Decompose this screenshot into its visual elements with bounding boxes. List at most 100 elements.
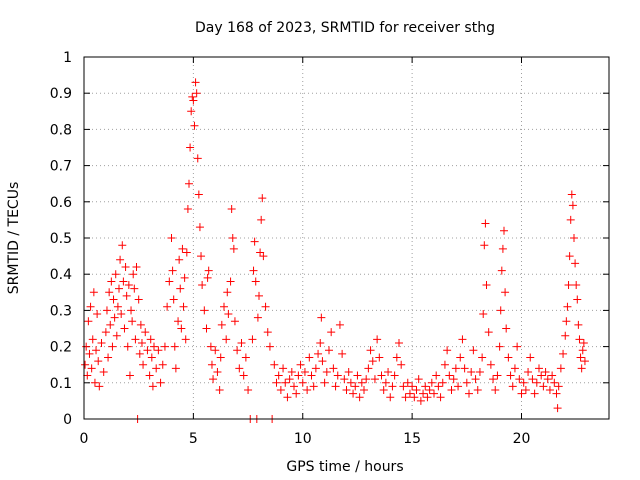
- data-point: [355, 393, 364, 402]
- data-point: [202, 324, 211, 333]
- data-point: [228, 234, 237, 242]
- data-point: [528, 375, 537, 384]
- y-tick-label: 0.2: [50, 340, 72, 356]
- data-point: [496, 306, 505, 315]
- data-point: [244, 386, 253, 395]
- data-point: [160, 342, 169, 351]
- data-point: [471, 375, 480, 384]
- data-point: [481, 219, 490, 228]
- data-point: [556, 364, 565, 373]
- data-point: [526, 353, 535, 362]
- data-point: [506, 371, 515, 380]
- data-point: [559, 349, 568, 358]
- data-point: [388, 382, 397, 391]
- data-point: [132, 262, 141, 271]
- data-point: [229, 244, 238, 253]
- data-point: [187, 107, 196, 116]
- y-tick-label: 0.6: [50, 195, 72, 211]
- x-tick-label: 15: [403, 431, 421, 447]
- data-point: [294, 371, 303, 380]
- data-point: [224, 310, 233, 319]
- data-point: [403, 378, 412, 387]
- data-point: [89, 288, 98, 297]
- x-tick-label: 0: [80, 431, 89, 447]
- data-point: [576, 353, 585, 362]
- data-point: [259, 252, 268, 261]
- data-point: [178, 244, 187, 253]
- data-point: [475, 367, 484, 376]
- data-point: [322, 367, 331, 376]
- data-point: [146, 335, 155, 344]
- data-point: [135, 349, 144, 358]
- data-point: [279, 364, 288, 373]
- data-point: [436, 393, 445, 402]
- data-point: [261, 302, 270, 311]
- data-point: [227, 205, 236, 214]
- data-point: [493, 371, 502, 380]
- data-point: [430, 389, 438, 398]
- data-point: [537, 371, 546, 380]
- data-point: [220, 302, 228, 311]
- data-point: [101, 328, 110, 337]
- data-point: [179, 302, 188, 311]
- data-point: [143, 346, 152, 355]
- data-point: [513, 342, 522, 351]
- data-point: [440, 360, 449, 369]
- data-point: [563, 302, 572, 311]
- data-point: [473, 386, 482, 395]
- data-point: [423, 393, 432, 402]
- data-point: [480, 241, 489, 250]
- data-point: [449, 375, 458, 384]
- data-point: [484, 328, 493, 337]
- data-point: [517, 389, 526, 398]
- data-point: [401, 393, 410, 402]
- data-point: [564, 281, 573, 290]
- x-tick-label: 10: [294, 431, 312, 447]
- data-point: [124, 281, 133, 290]
- data-point: [489, 375, 498, 384]
- data-point: [209, 375, 218, 384]
- data-point: [256, 248, 265, 257]
- data-point: [438, 378, 447, 387]
- data-point: [102, 306, 111, 315]
- data-point: [110, 313, 119, 322]
- data-point: [213, 367, 222, 376]
- data-point: [486, 360, 495, 369]
- data-point: [570, 234, 578, 242]
- data-point: [578, 346, 587, 355]
- data-point: [117, 310, 126, 319]
- data-point: [188, 92, 197, 101]
- y-tick-label: 0.8: [50, 122, 72, 138]
- data-point: [548, 371, 557, 380]
- data-point: [147, 353, 156, 362]
- data-point: [116, 255, 125, 264]
- data-point: [158, 360, 167, 369]
- data-point: [93, 310, 102, 319]
- data-point: [532, 378, 541, 387]
- data-point: [194, 190, 203, 199]
- data-point: [408, 382, 417, 391]
- y-tick-label: 0.7: [50, 159, 72, 175]
- data-point: [152, 364, 161, 373]
- data-point: [392, 353, 401, 362]
- y-tick-label: 0.4: [50, 267, 72, 283]
- data-point: [567, 190, 576, 199]
- data-point: [335, 320, 344, 329]
- data-point: [94, 357, 103, 366]
- data-point: [307, 371, 316, 380]
- data-point: [233, 346, 242, 355]
- data-point: [121, 262, 130, 271]
- data-point: [123, 342, 132, 351]
- data-point: [104, 353, 113, 362]
- data-point: [524, 367, 533, 376]
- data-point: [340, 375, 349, 384]
- data-point: [168, 266, 177, 275]
- data-point: [230, 317, 239, 326]
- data-point: [508, 382, 517, 391]
- data-point: [443, 346, 452, 355]
- data-point: [108, 342, 117, 351]
- data-point: [92, 346, 101, 355]
- data-point: [206, 342, 215, 351]
- data-point: [171, 364, 180, 373]
- data-point: [139, 360, 148, 369]
